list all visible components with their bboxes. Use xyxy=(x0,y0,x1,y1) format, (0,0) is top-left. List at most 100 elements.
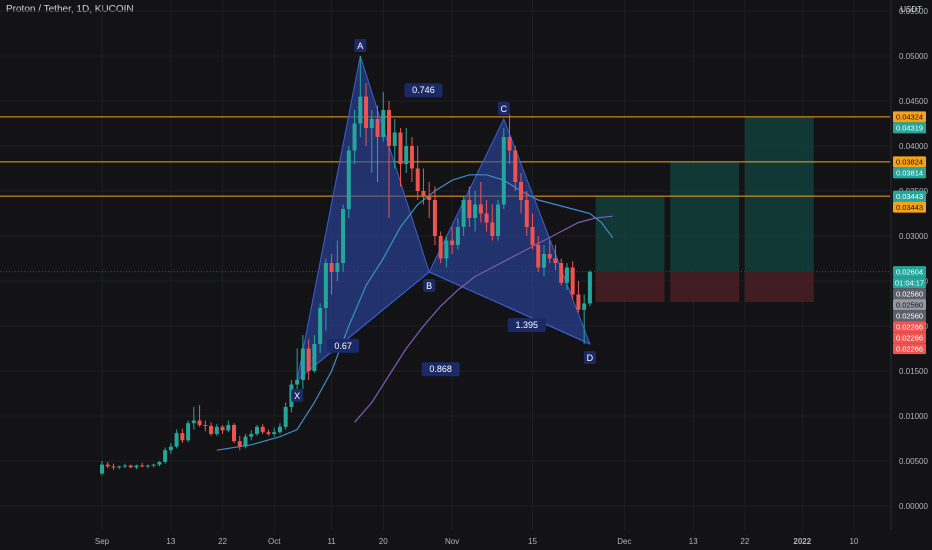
candle-body xyxy=(105,464,110,467)
candle-body xyxy=(478,204,483,214)
point-label-bg xyxy=(354,39,367,52)
candle-body xyxy=(507,137,512,151)
price-tag: 0.02266 xyxy=(896,322,923,331)
candle-body xyxy=(467,200,472,218)
currency-label[interactable]: USDT xyxy=(900,5,922,14)
price-tag: 0.02266 xyxy=(896,344,923,353)
price-tag-bg xyxy=(893,277,926,289)
candle-body xyxy=(501,137,506,205)
candle-body xyxy=(564,267,569,283)
horizontal-levels xyxy=(0,116,890,197)
candle-body xyxy=(404,146,409,164)
price-tag: 01:04:17 xyxy=(895,278,924,287)
candle-body xyxy=(220,426,225,431)
candle-body xyxy=(117,466,122,468)
x-tick-label: 10 xyxy=(849,537,858,546)
candle-body xyxy=(559,263,564,283)
candle-body xyxy=(168,446,173,451)
y-tick-label: 0.00000 xyxy=(899,502,928,511)
candle-body xyxy=(352,123,357,151)
candle-body xyxy=(375,119,380,137)
y-axis: 0.055000.050000.045000.040000.035000.030… xyxy=(890,0,928,530)
candle-body xyxy=(191,420,196,424)
ratio-label: 0.746 xyxy=(412,85,435,95)
y-tick-label: 0.05500 xyxy=(899,7,928,16)
pattern-labels: X A B C D 0.746 0.67 0.868 1.395 xyxy=(291,39,596,402)
trade-zones xyxy=(595,116,814,303)
point-label-bg xyxy=(291,389,304,402)
candle-body xyxy=(111,466,116,468)
candle-body xyxy=(157,461,162,465)
x-tick-label: 22 xyxy=(740,537,749,546)
price-tag-bg xyxy=(893,156,926,168)
candle-body xyxy=(232,425,237,442)
price-tag: 0.03814 xyxy=(896,169,923,178)
candle-body xyxy=(180,433,185,441)
candle-body xyxy=(455,227,460,245)
x-tick-label: Oct xyxy=(268,537,281,546)
price-tag-bg xyxy=(893,201,926,213)
point-label: X xyxy=(294,391,300,401)
candle-body xyxy=(145,465,150,467)
x-tick-label: 13 xyxy=(166,537,175,546)
x-tick-label: Sep xyxy=(95,537,110,546)
price-tag: 0.02560 xyxy=(896,289,923,298)
candle-body xyxy=(254,426,259,434)
candle-body xyxy=(260,426,265,433)
candle-body xyxy=(346,150,351,209)
candle-body xyxy=(496,204,501,236)
target-zone xyxy=(670,161,740,272)
candle-body xyxy=(283,407,288,427)
x-tick-label: Dec xyxy=(617,537,631,546)
candle-body xyxy=(237,441,242,447)
stop-zone xyxy=(744,271,814,303)
ratio-label: 0.67 xyxy=(334,341,352,351)
chart-title: Proton / Tether, 1D, KUCOIN xyxy=(6,4,134,15)
pattern-bd xyxy=(428,271,591,345)
x-tick-label: Nov xyxy=(445,537,459,546)
price-tag: 0.03824 xyxy=(896,158,923,167)
price-tag-bg xyxy=(893,190,926,202)
price-tag: 0.04324 xyxy=(896,113,923,122)
x-tick-label: 22 xyxy=(218,537,227,546)
x-tick-label: 2022 xyxy=(793,537,811,546)
candle-body xyxy=(490,222,495,236)
ratio-label-bg xyxy=(404,83,443,98)
point-label: C xyxy=(501,104,508,114)
candle-body xyxy=(582,303,587,310)
candles xyxy=(100,56,592,476)
candle-body xyxy=(243,436,248,447)
candle-body xyxy=(214,426,219,434)
candle-body xyxy=(381,110,386,137)
price-tag-bg xyxy=(893,310,926,322)
ratio-label-bg xyxy=(507,318,546,333)
candle-body xyxy=(409,146,414,169)
candle-body xyxy=(277,426,282,433)
point-label: B xyxy=(426,281,432,291)
candle-body xyxy=(122,465,127,467)
candle-body xyxy=(513,150,518,182)
candle-body xyxy=(421,191,426,196)
stop-zone xyxy=(670,271,740,303)
y-tick-label: 0.05000 xyxy=(899,52,928,61)
candle-body xyxy=(163,450,168,462)
candle-body xyxy=(300,348,305,380)
candle-body xyxy=(209,425,214,434)
x-axis: Sep 13 22 Oct 11 20 Nov 15 Dec 13 22 2022 10 xyxy=(95,537,859,546)
point-label-bg xyxy=(497,102,510,115)
ratio-label: 1.395 xyxy=(515,320,538,330)
price-tag: 0.02560 xyxy=(896,300,923,309)
ma-slow-line xyxy=(354,215,613,423)
candle-body xyxy=(226,425,231,431)
candle-body xyxy=(570,267,575,295)
price-tag: 0.03443 xyxy=(896,192,923,201)
target-zone xyxy=(744,116,814,272)
candle-body xyxy=(432,200,437,236)
candle-body xyxy=(541,254,546,268)
point-label: A xyxy=(357,41,363,51)
price-tag: 0.02604 xyxy=(896,267,923,276)
candle-body xyxy=(387,110,391,146)
candle-body xyxy=(473,204,478,218)
point-label: D xyxy=(587,353,594,363)
